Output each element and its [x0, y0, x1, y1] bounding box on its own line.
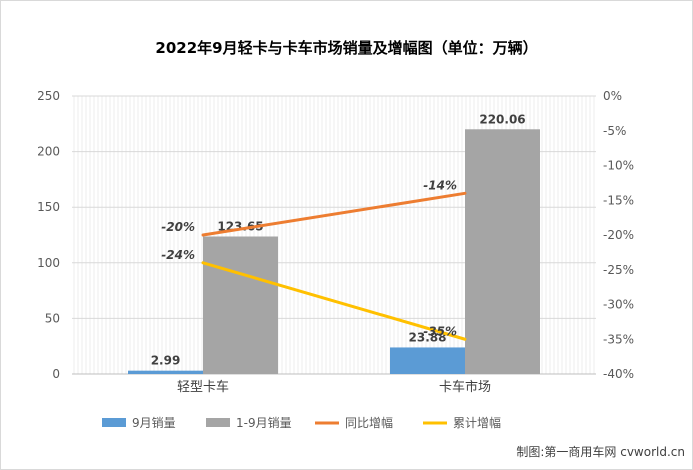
bar-ytd-0: [203, 236, 278, 374]
line-data-label: -35%: [423, 324, 457, 338]
right-axis-tick-label: -35%: [603, 332, 634, 346]
legend-swatch-bar: [102, 418, 126, 427]
bar-data-label: 220.06: [479, 112, 525, 126]
left-axis-tick-label: 150: [37, 200, 60, 214]
line-data-label: -20%: [161, 220, 195, 234]
bar-sep-1: [390, 347, 465, 374]
bar-data-label: 2.99: [151, 354, 181, 368]
legend-label: 9月销量: [132, 416, 176, 430]
left-axis-tick-label: 100: [37, 256, 60, 270]
right-axis-tick-label: -15%: [603, 193, 634, 207]
right-axis-tick-label: -40%: [603, 367, 634, 381]
right-axis-tick-label: 0%: [603, 89, 622, 103]
right-axis-tick-label: -10%: [603, 159, 634, 173]
left-axis-tick-label: 0: [52, 367, 60, 381]
left-axis-tick-label: 200: [37, 145, 60, 159]
line-series-0: [201, 191, 467, 237]
right-axis-tick-label: -5%: [603, 124, 626, 138]
right-axis-tick-label: -25%: [603, 263, 634, 277]
left-axis-tick-label: 250: [37, 89, 60, 103]
bar-ytd-1: [465, 129, 540, 374]
legend-label: 1-9月销量: [236, 416, 292, 430]
bar-sep-0: [128, 370, 203, 374]
left-axis-tick-label: 50: [45, 311, 60, 325]
right-axis-tick-label: -30%: [603, 298, 634, 312]
legend-label: 同比增幅: [345, 415, 393, 430]
legend-label: 累计增幅: [453, 415, 501, 430]
line-data-label: -14%: [423, 178, 457, 192]
legend-swatch-bar: [206, 418, 230, 427]
line-data-label: -24%: [161, 248, 195, 262]
line-series-1: [201, 261, 467, 341]
right-axis-tick-label: -20%: [603, 228, 634, 242]
category-label: 轻型卡车: [177, 379, 229, 395]
bar-data-label: 23.88: [409, 330, 447, 344]
category-label: 卡车市场: [439, 379, 491, 395]
credit-text: 制图:第一商用车网 cvworld.cn: [516, 445, 685, 459]
chart-title: 2022年9月轻卡与卡车市场销量及增幅图（单位：万辆）: [155, 39, 538, 57]
